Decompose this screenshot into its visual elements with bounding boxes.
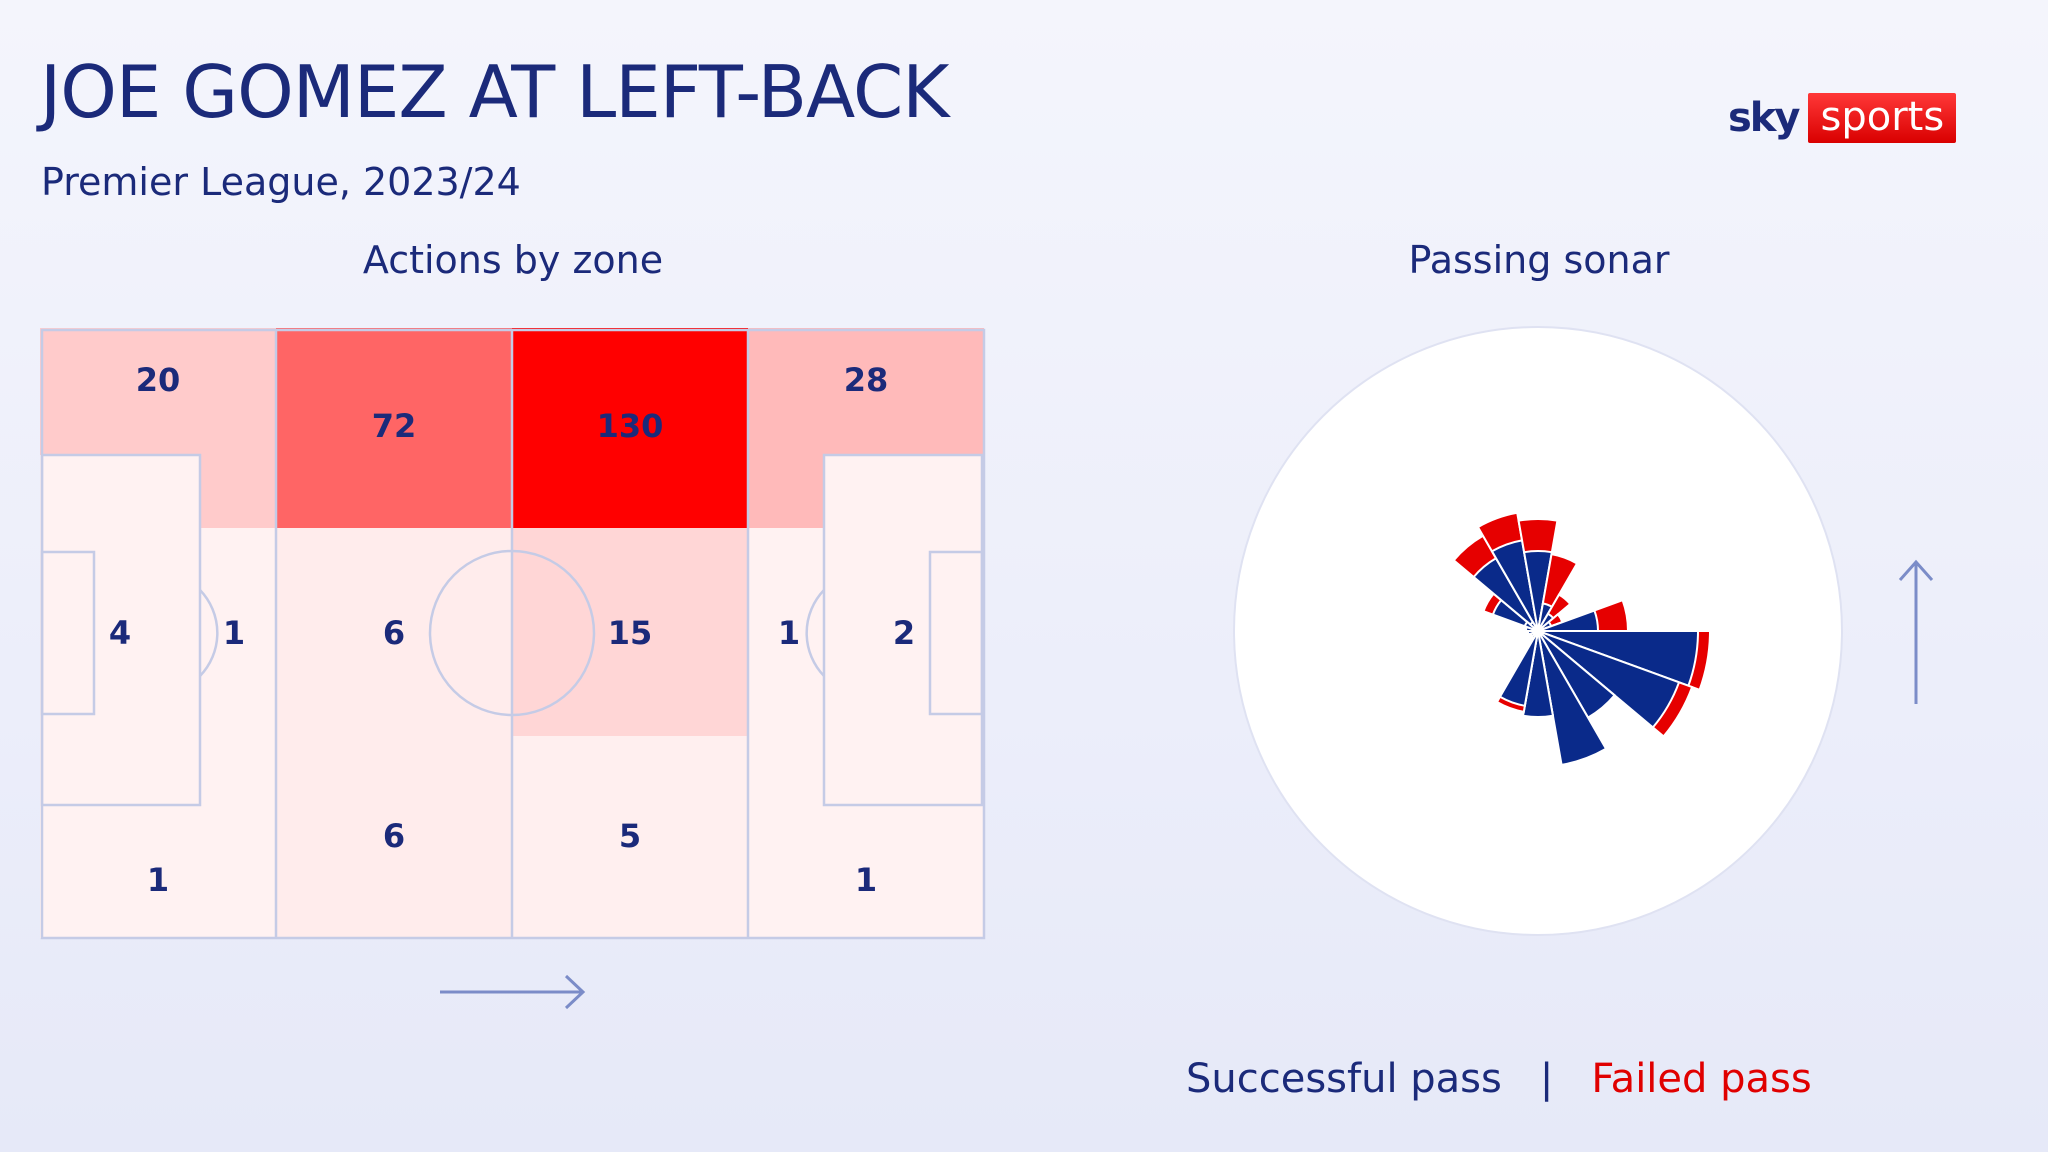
- sonar-sector-successful-13: [1498, 630, 1539, 707]
- heatmap-zone-bot-1: [40, 736, 276, 938]
- heatmap-zone-base: [748, 528, 824, 736]
- heatmap-zone-own-box: [40, 455, 200, 805]
- heatmap-zone-bot-3: [512, 736, 748, 938]
- sonar-sector-successful-12: [1521, 630, 1555, 718]
- sonar-sector-successful-11: [1537, 630, 1608, 767]
- heatmap-zone-base: [512, 736, 748, 938]
- chart-title: JOE GOMEZ AT LEFT-BACK: [40, 50, 950, 134]
- logo-sky-word: sky: [1728, 95, 1800, 141]
- direction-of-play-arrow-right: [440, 974, 586, 1010]
- zone-label-top-3: 130: [597, 407, 664, 445]
- zone-label-mid-3: 15: [608, 614, 653, 652]
- heatmap-zone-base: [40, 736, 276, 938]
- logo-sports-word: sports: [1808, 93, 1957, 143]
- heatmap-zone-base: [748, 328, 984, 528]
- heatmap-zone-mid-2: [276, 528, 512, 736]
- zone-label-bot-2: 6: [383, 817, 405, 855]
- zone-label-bot-3: 5: [619, 817, 641, 855]
- heatmap-zone-base: [748, 736, 984, 938]
- heatmap-zone-base: [276, 528, 512, 736]
- zone-label-opp-box-edge: 1: [778, 614, 800, 652]
- zone-label-top-1: 20: [136, 361, 181, 399]
- left-six-yard-box: [40, 550, 96, 716]
- zone-label-opp-box: 2: [893, 614, 915, 652]
- heatmap-zone-base: [40, 455, 200, 805]
- legend: Successful pass | Failed pass: [1186, 1056, 1812, 1102]
- heatmap-title: Actions by zone: [362, 238, 664, 282]
- heatmap-zone-own-box-edge: [200, 528, 276, 736]
- right-six-yard-box: [928, 550, 984, 716]
- passing-sonar: [1233, 326, 1843, 936]
- heatmap-zone-base: [276, 736, 512, 938]
- sonar-sector-successful-3: [1522, 549, 1554, 632]
- zone-label-own-box: 4: [109, 614, 131, 652]
- zone-label-own-box-edge: 1: [223, 614, 245, 652]
- zone-label-top-4: 28: [844, 361, 889, 399]
- sonar-sector-successful-19: [1528, 620, 1539, 632]
- sonar-sector-successful-9: [1537, 630, 1681, 729]
- legend-failed-pass: Failed pass: [1591, 1056, 1812, 1102]
- heatmap-zone-base: [824, 455, 984, 805]
- legend-separator: |: [1539, 1056, 1554, 1102]
- legend-successful-pass: Successful pass: [1186, 1056, 1502, 1102]
- zone-label-top-2: 72: [372, 407, 417, 445]
- direction-of-play-arrow-up: [1898, 559, 1934, 704]
- right-penalty-arc: [805, 589, 825, 677]
- heatmap-zone-top-4: [748, 328, 984, 528]
- heatmap-zone-base: [200, 528, 276, 736]
- heatmap-zone-base: [512, 528, 748, 736]
- heatmap-zone-bot-2: [276, 736, 512, 938]
- sky-sports-logo: sky sports: [1728, 92, 1957, 144]
- heatmap-zone-opp-box-edge: [748, 528, 824, 736]
- sonar-title: Passing sonar: [1408, 238, 1670, 282]
- heatmap-zone-bot-4: [748, 736, 984, 938]
- heatmap-zone-opp-box: [824, 455, 984, 805]
- zone-label-bot-1: 1: [147, 861, 169, 899]
- heatmap-zone-top-2: [276, 328, 512, 528]
- heatmap-zone-top-3: [512, 328, 748, 528]
- zone-label-bot-4: 1: [855, 861, 877, 899]
- chart-subtitle: Premier League, 2023/24: [41, 160, 521, 204]
- actions-heatmap: 20 72 130 28 4 1 6 15 1 2 1 6 5 1: [40, 328, 986, 940]
- heatmap-zone-base: [40, 328, 276, 528]
- heatmap-zone-top-1: [40, 328, 276, 528]
- left-penalty-arc: [199, 589, 219, 677]
- heatmap-zone-mid-3: [512, 528, 748, 736]
- centre-circle: [428, 549, 596, 717]
- zone-label-mid-2: 6: [383, 614, 405, 652]
